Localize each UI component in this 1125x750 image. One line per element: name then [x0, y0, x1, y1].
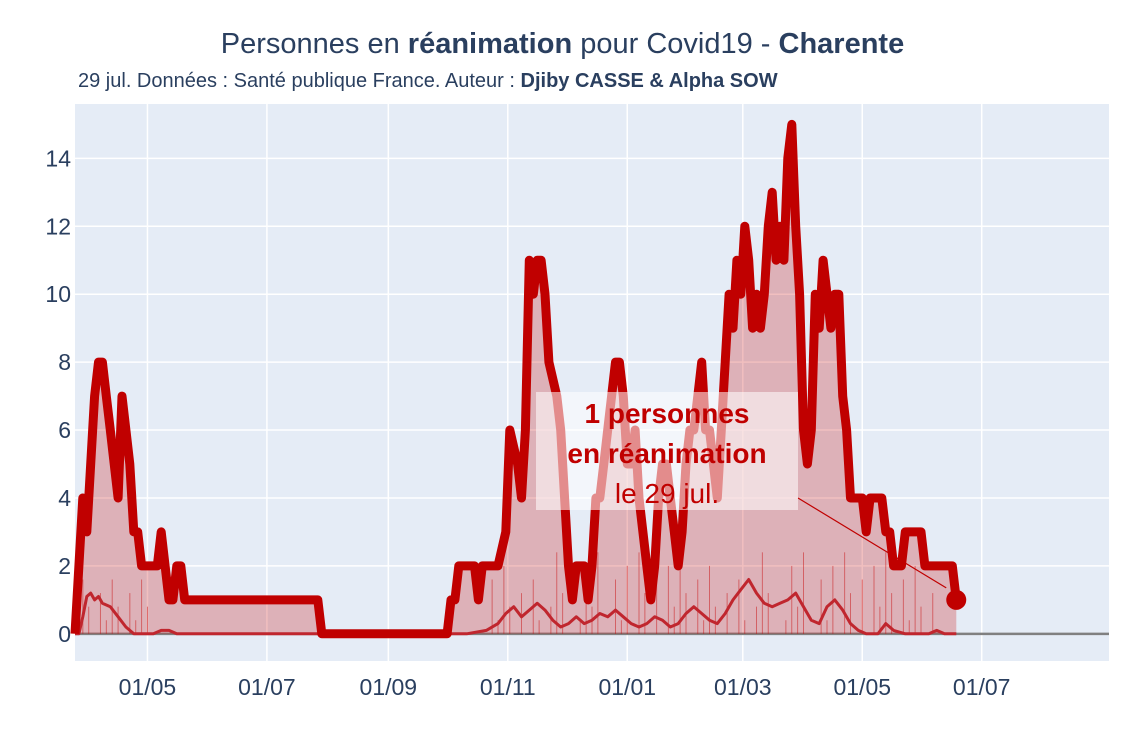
title-middle: pour Covid19 -	[572, 28, 779, 60]
title-bold-region: Charente	[778, 28, 905, 60]
subtitle-authors: Djiby CASSE & Alpha SOW	[520, 70, 778, 92]
x-tick-label: 01/05	[119, 674, 177, 700]
y-tick-label: 4	[58, 485, 71, 511]
chart-title: Personnes en réanimation pour Covid19 - …	[0, 28, 1125, 61]
x-tick-label: 01/01	[598, 674, 656, 700]
annotation-line2: en réanimation	[567, 438, 767, 469]
annotation-box: 1 personnes en réanimation le 29 jul.	[536, 392, 798, 510]
last-point-marker	[946, 589, 967, 610]
y-tick-label: 6	[58, 417, 71, 443]
y-tick-label: 10	[45, 281, 71, 307]
x-tick-label: 01/07	[238, 674, 296, 700]
x-tick-label: 01/07	[953, 674, 1011, 700]
annotation-line3: le 29 jul.	[614, 478, 720, 509]
subtitle-prefix: 29 jul. Données : Santé publique France.…	[78, 70, 521, 92]
x-tick-label: 01/03	[714, 674, 772, 700]
x-tick-label: 01/11	[480, 674, 536, 700]
x-tick-label: 01/09	[360, 674, 418, 700]
y-tick-label: 0	[58, 621, 71, 647]
annotation-arrow	[797, 497, 947, 589]
y-tick-label: 14	[45, 145, 71, 171]
x-axis-ticks: 01/05 01/07 01/09 01/11 01/01 01/03 01/05 01/07	[119, 674, 1011, 700]
y-axis-ticks: 0 2 4 6 8 10 12 14	[45, 145, 71, 646]
y-tick-label: 12	[45, 213, 71, 239]
chart-subtitle: 29 jul. Données : Santé publique France.…	[78, 70, 778, 93]
y-tick-label: 2	[58, 553, 71, 579]
title-prefix: Personnes en	[220, 28, 408, 60]
y-tick-label: 8	[58, 349, 71, 375]
annotation-line1: 1 personnes	[584, 398, 750, 429]
new-admissions-line	[75, 578, 957, 636]
title-bold-reanimation: réanimation	[407, 28, 573, 60]
x-tick-label: 01/05	[833, 674, 891, 700]
